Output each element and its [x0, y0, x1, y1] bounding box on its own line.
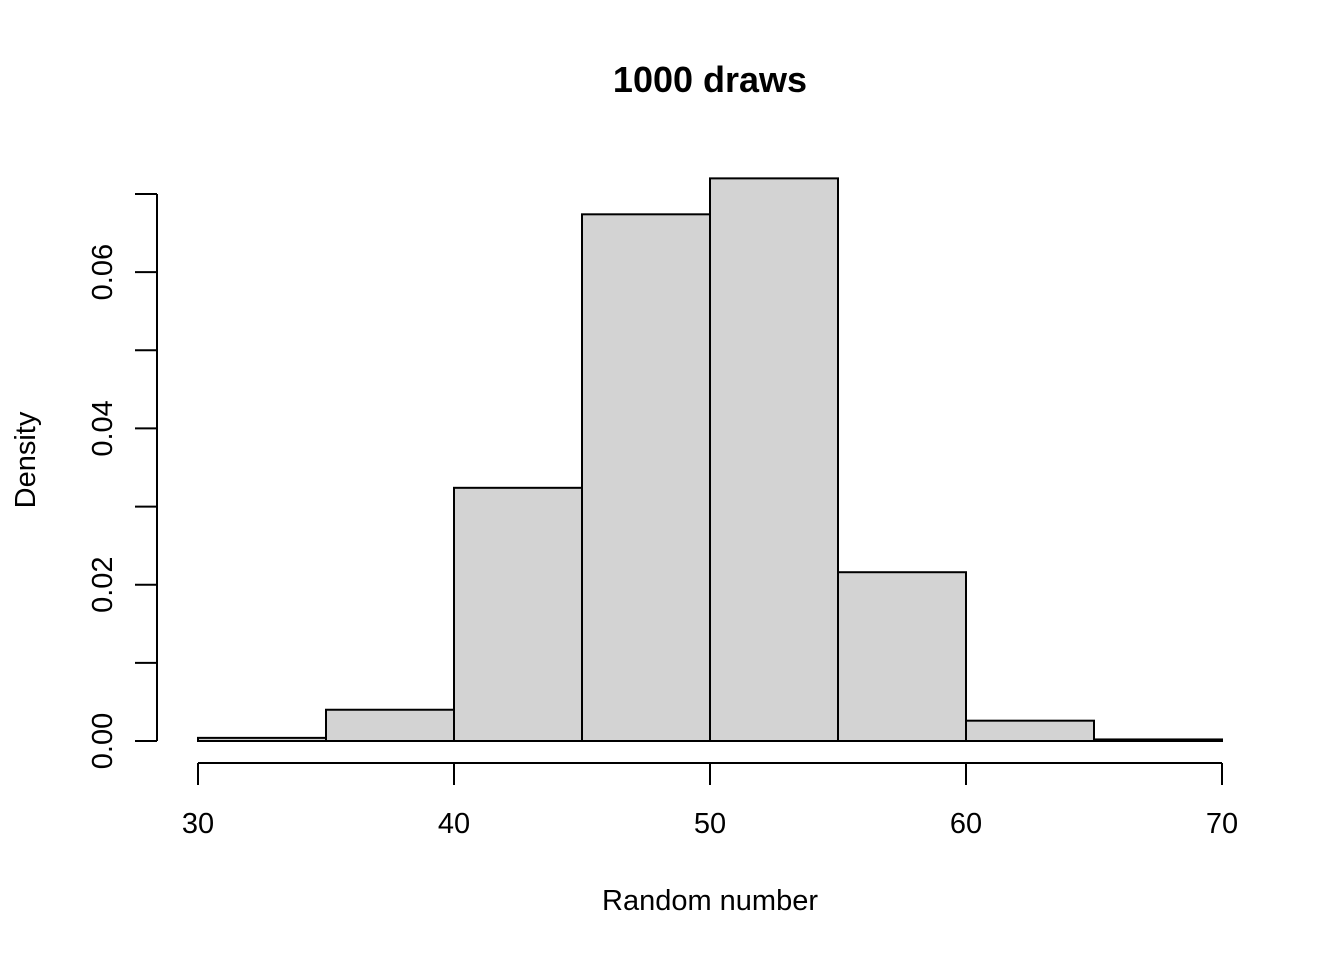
histogram-bar — [453, 486, 583, 742]
histogram-bar — [709, 177, 839, 743]
y-axis: 0.00 0.02 0.04 0.06 — [87, 193, 158, 769]
histogram-bar — [837, 571, 967, 742]
y-tick-label: 0.02 — [87, 556, 119, 612]
x-axis-label: Random number — [602, 885, 818, 917]
x-tick-label: 40 — [438, 808, 470, 840]
x-tick-label: 30 — [182, 808, 214, 840]
histogram-bar — [325, 708, 455, 743]
x-tick-label: 70 — [1206, 808, 1238, 840]
bars-group — [197, 177, 1223, 743]
y-axis-label: Density — [10, 411, 42, 508]
y-tick-label: 0.06 — [87, 244, 119, 300]
x-tick-label: 60 — [950, 808, 982, 840]
histogram-bar — [581, 213, 711, 742]
chart-title: 1000 draws — [613, 59, 807, 100]
y-tick-label: 0.00 — [87, 713, 119, 769]
histogram-bar — [965, 719, 1095, 743]
x-axis: 30 40 50 60 70 — [182, 762, 1238, 840]
x-tick-label: 50 — [694, 808, 726, 840]
y-tick-label: 0.04 — [87, 400, 119, 456]
